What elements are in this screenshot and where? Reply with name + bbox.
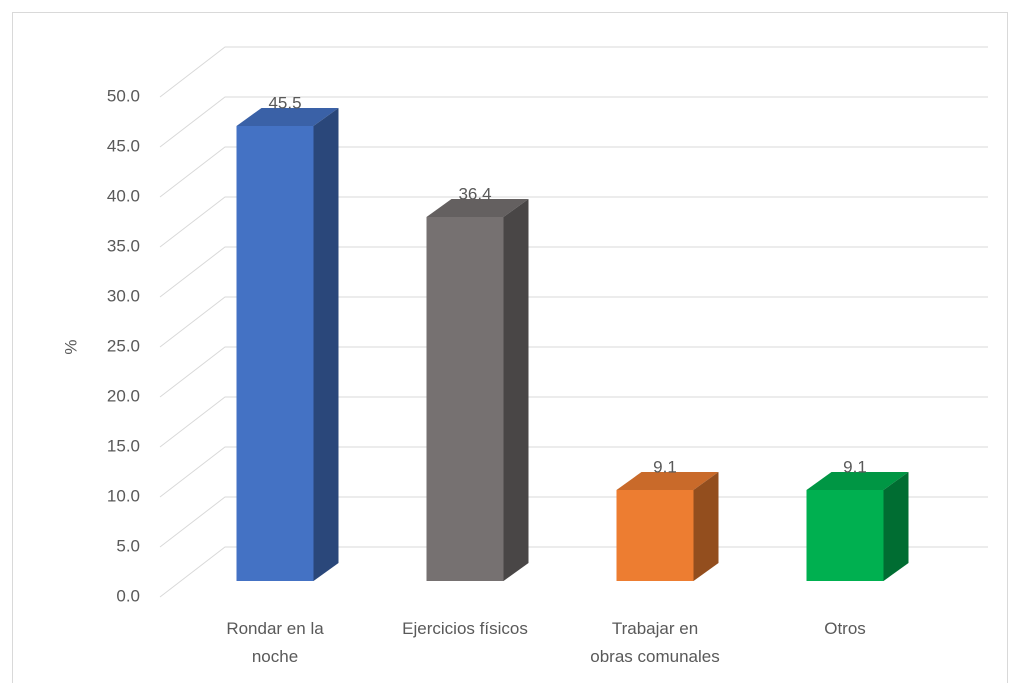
grid-line [159,496,988,548]
grid-line [159,546,988,598]
bar-top [616,472,719,490]
grid-line [159,246,988,298]
x-tick-label-line: Ejercicios físicos [402,619,528,638]
y-tick-label: 5.0 [116,536,140,555]
x-tick-label-line: Otros [824,619,866,638]
grid-line [159,446,988,498]
grid-line [159,396,988,448]
bar [616,490,694,581]
grid-line [159,146,988,198]
value-label: 45.5 [268,93,301,112]
grid-line [159,346,988,398]
y-tick-label: 35.0 [107,236,140,255]
x-tick-label-line: Rondar en la [226,619,324,638]
x-tick-label-line: obras comunales [590,647,719,666]
x-tick-label-line: Trabajar en [612,619,698,638]
y-tick-label: 20.0 [107,386,140,405]
y-tick-label: 50.0 [107,86,140,105]
y-axis-label: % [61,339,80,354]
bar-top [806,472,909,490]
y-tick-label: 25.0 [107,336,140,355]
bar-side [693,472,719,581]
x-tick-label: Ejercicios físicos [402,619,528,638]
x-tick-label: Otros [824,619,866,638]
bar [236,126,314,581]
y-tick-label: 30.0 [107,286,140,305]
y-tick-label: 45.0 [107,136,140,155]
y-tick-label: 10.0 [107,486,140,505]
x-tick-label: Trabajar en obras comunales [590,619,719,666]
y-tick-label: 15.0 [107,436,140,455]
grid-line [159,196,988,248]
bar-top [236,108,339,126]
bar-side [503,199,529,581]
bar-side [313,108,339,581]
y-tick-label: 0.0 [116,586,140,605]
value-label: 36.4 [458,184,491,203]
y-tick-label: 40.0 [107,186,140,205]
grid-line [159,46,988,98]
grid-line [159,296,988,348]
x-tick-label-line: noche [252,647,298,666]
value-label: 9.1 [843,457,867,476]
bar-side [883,472,909,581]
grid-line [159,96,988,148]
value-label: 9.1 [653,457,677,476]
bar [806,490,884,581]
bar-top [426,199,529,217]
x-tick-label: Rondar en la noche [226,619,324,666]
bar [426,217,504,581]
